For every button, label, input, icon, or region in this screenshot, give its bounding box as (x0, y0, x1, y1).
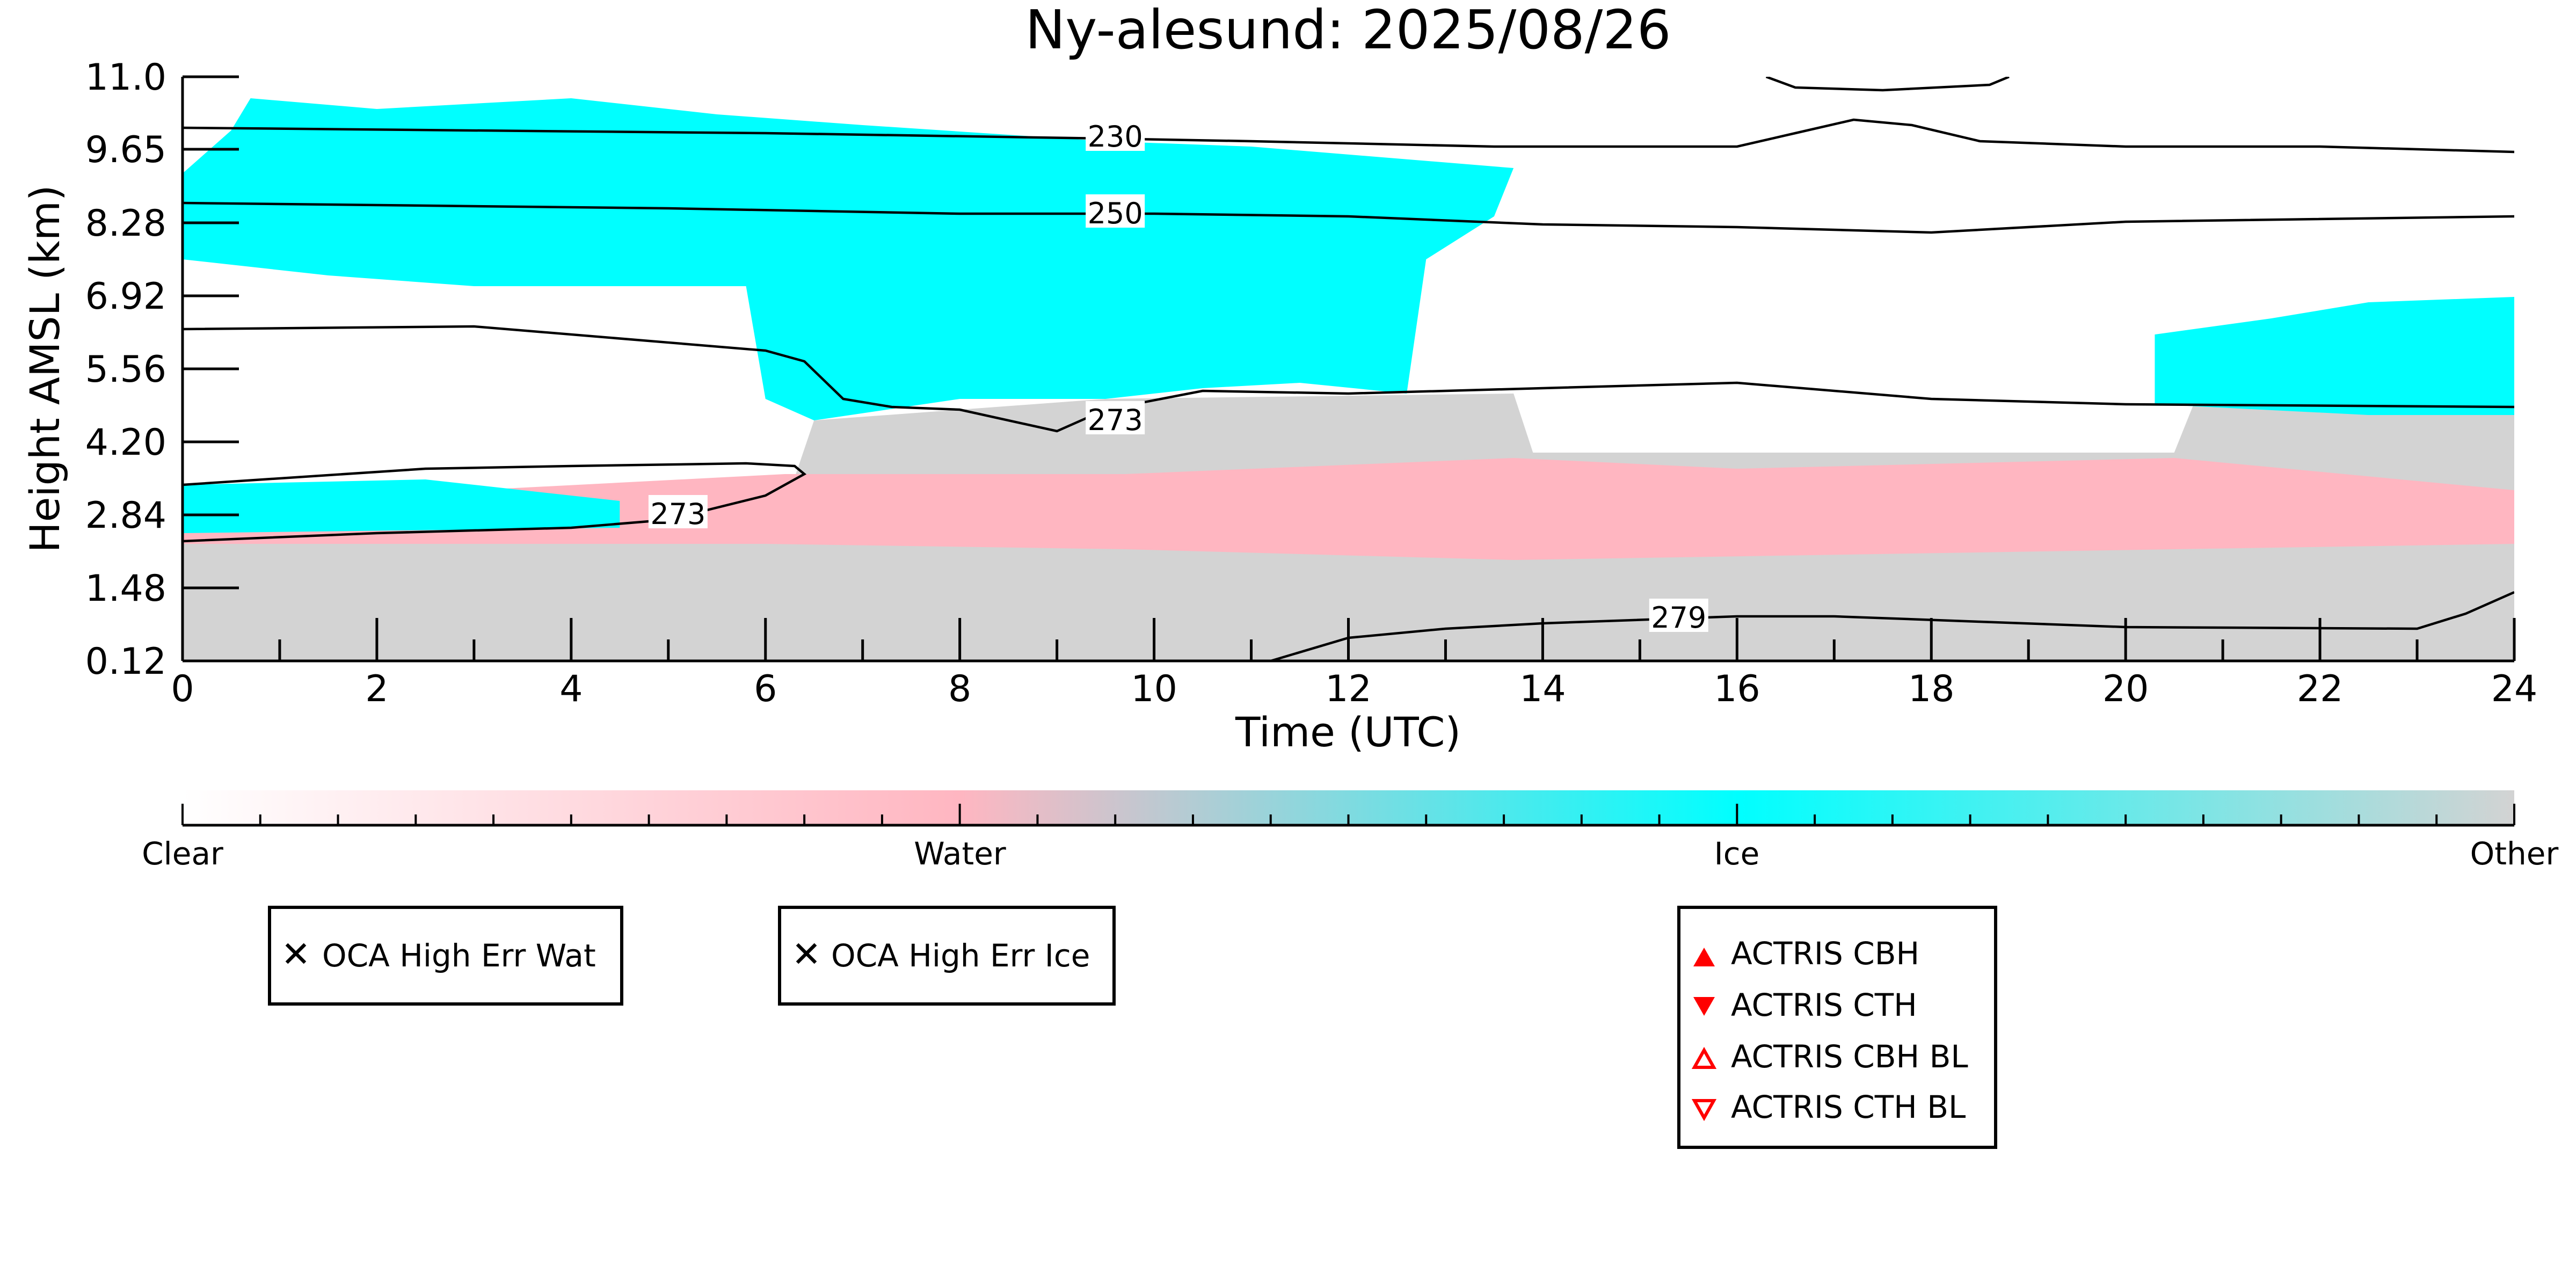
x-tick-label: 20 (2102, 668, 2149, 710)
contour-label-background (1086, 194, 1145, 228)
colorbar-label-clear: Clear (142, 835, 223, 872)
contour-line-230 (1765, 77, 2010, 92)
contour-label: 250 (1088, 197, 1143, 230)
contour-label: 279 (1651, 601, 1706, 635)
region-water (183, 458, 2514, 560)
region-ice (183, 98, 1514, 420)
colorbar-label-water: Water (914, 835, 1006, 872)
legend-label: ACTRIS CBH BL (1731, 1038, 1968, 1075)
triangle-down-open-icon (1691, 1099, 1717, 1122)
x-marker-icon: ✕ (281, 934, 310, 975)
legend-box (778, 906, 1116, 1006)
contour-label-background (1086, 401, 1145, 434)
y-tick-label: 8.28 (85, 202, 166, 245)
x-tick-label: 22 (2297, 668, 2344, 710)
contour-line-279 (1270, 591, 2514, 661)
y-tick-label: 9.65 (85, 129, 166, 171)
triangle-up-open-icon (1691, 1046, 1717, 1069)
contour-line-273 (183, 325, 2514, 433)
colorbar-label-other: Other (2470, 835, 2559, 872)
plot-area (183, 77, 2514, 661)
legend-label: ACTRIS CTH (1731, 987, 1917, 1023)
legend-label: OCA High Err Wat (322, 937, 596, 974)
x-tick-label: 10 (1131, 668, 1177, 710)
x-tick-label: 12 (1325, 668, 1372, 710)
y-tick-label: 2.84 (85, 494, 166, 537)
x-marker-icon: ✕ (791, 934, 821, 975)
legend-label: ACTRIS CBH (1731, 935, 1919, 972)
y-tick-label: 4.20 (85, 421, 166, 464)
legend-box (268, 906, 623, 1006)
contour-label: 230 (1088, 120, 1143, 154)
legend-box (1677, 906, 1997, 1149)
triangle-up-filled-icon (1693, 948, 1715, 966)
y-tick-label: 6.92 (85, 275, 166, 318)
colorbar-label-ice: Ice (1714, 835, 1760, 872)
x-tick-label: 6 (754, 668, 777, 710)
y-tick-label: 1.48 (85, 567, 166, 610)
contour-line-273 (183, 462, 807, 543)
legend-actris: ACTRIS CBH ACTRIS CTH ACTRIS CBH BL ACTR… (1677, 906, 1997, 1149)
x-tick-label: 8 (948, 668, 971, 710)
x-tick-label: 18 (1908, 668, 1955, 710)
x-tick-label: 0 (171, 668, 194, 710)
y-tick-label: 0.12 (85, 641, 166, 683)
legend-label: ACTRIS CTH BL (1731, 1089, 1966, 1125)
contour-label-background (648, 495, 708, 528)
contour-label-background (1086, 118, 1145, 151)
chart-title: Ny-alesund: 2025/08/26 (1025, 0, 1671, 61)
triangle-down-filled-icon (1693, 997, 1715, 1016)
x-axis-label: Time (UTC) (1235, 708, 1461, 756)
contour-line-250 (183, 201, 2514, 234)
x-tick-label: 14 (1519, 668, 1566, 710)
x-tick-label: 2 (365, 668, 388, 710)
contour-label-background (1649, 599, 1708, 632)
x-tick-label: 16 (1714, 668, 1760, 710)
y-tick-label: 11.0 (85, 56, 166, 99)
x-tick-label: 4 (559, 668, 583, 710)
x-tick-label: 24 (2491, 668, 2538, 710)
legend-oca-ice: ✕ OCA High Err Ice (778, 906, 1116, 1006)
y-axis-label: Height AMSL (km) (21, 185, 69, 552)
legend-oca-water: ✕ OCA High Err Wat (268, 906, 623, 1006)
contour-label: 273 (650, 497, 705, 531)
region-ice (183, 479, 620, 533)
contour-label: 273 (1088, 403, 1143, 437)
legend-label: OCA High Err Ice (831, 937, 1090, 974)
y-tick-label: 5.56 (85, 348, 166, 391)
colorbar: Clear Water Ice Other (142, 790, 2558, 872)
region-ice (2155, 297, 2514, 415)
